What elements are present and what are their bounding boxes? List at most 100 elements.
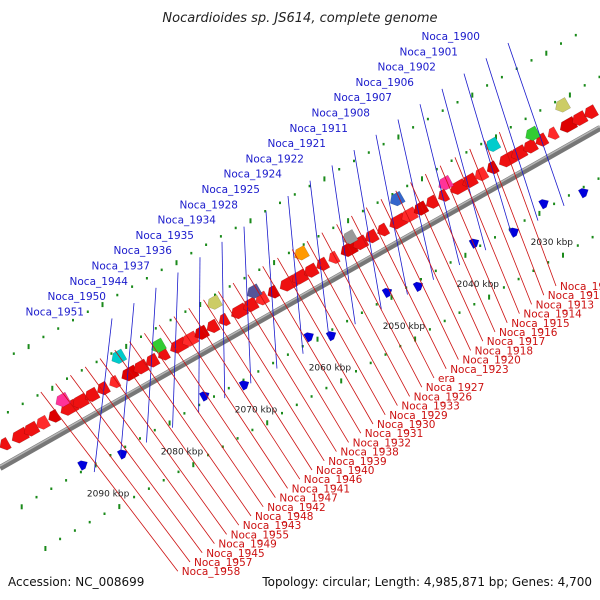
gene-label-bottom: Noca_1914 xyxy=(523,309,582,321)
gene-label-top: Noca_1907 xyxy=(334,92,392,104)
gene-label-top: Noca_1936 xyxy=(114,245,173,257)
forward-gene-arrow xyxy=(198,391,210,402)
top-leader-line xyxy=(441,88,487,251)
kbp-tick-mark xyxy=(397,134,400,140)
kbp-tick-mark xyxy=(376,201,379,204)
accession-text: Accession: NC_008699 xyxy=(8,575,144,589)
gene-label-top: Noca_1935 xyxy=(136,230,194,242)
bottom-leader-line xyxy=(217,291,325,462)
kbp-tick-mark xyxy=(517,277,520,281)
bottom-leader-line xyxy=(395,190,471,351)
kbp-tick-mark xyxy=(124,445,127,449)
kbp-tick-mark xyxy=(576,244,579,247)
top-leader-line xyxy=(172,272,179,428)
kbp-label: 2080 kbp xyxy=(161,448,204,458)
kbp-tick-mark xyxy=(88,520,91,524)
bottom-leader-line xyxy=(144,333,264,508)
kbp-tick-mark xyxy=(205,243,208,246)
bottom-leader-line xyxy=(365,207,447,369)
kbp-tick-mark xyxy=(257,370,260,373)
kbp-tick-mark xyxy=(228,285,231,288)
kbp-tick-mark xyxy=(184,310,187,313)
kbp-tick-mark xyxy=(160,268,163,272)
gene-label-bottom: Noca_1917 xyxy=(487,336,545,348)
kbp-tick-mark xyxy=(243,276,246,280)
forward-gene-arrow xyxy=(412,281,424,293)
feature-block xyxy=(246,283,263,299)
bottom-leader-line xyxy=(262,266,362,434)
kbp-tick-mark xyxy=(597,177,600,180)
gene-label-top: Noca_1922 xyxy=(246,153,304,165)
kbp-tick-mark xyxy=(390,294,393,300)
kbp-tick-mark xyxy=(190,251,193,255)
kbp-tick-mark xyxy=(361,209,364,213)
bottom-leader-line xyxy=(321,232,410,397)
gene-label-top: Noca_1944 xyxy=(70,276,129,288)
kbp-tick-mark xyxy=(293,193,296,196)
kbp-tick-mark xyxy=(219,235,222,238)
kbp-tick-mark xyxy=(125,343,128,349)
reverse-gene-arrow xyxy=(36,414,51,430)
kbp-tick-mark xyxy=(86,310,89,313)
kbp-tick-mark xyxy=(273,260,276,266)
forward-gene-arrow xyxy=(303,332,314,343)
top-leader-line xyxy=(198,257,201,413)
top-leader-line xyxy=(309,180,330,339)
kbp-tick-mark xyxy=(66,377,68,380)
kbp-tick-mark xyxy=(583,84,586,87)
kbp-tick-mark xyxy=(367,151,370,154)
kbp-tick-mark xyxy=(488,294,491,300)
kbp-tick-mark xyxy=(434,269,437,273)
gene-label-bottom: Noca_1949 xyxy=(218,539,276,551)
kbp-tick-mark xyxy=(266,420,269,426)
feature-block xyxy=(294,244,310,261)
gene-label-bottom: Noca_1920 xyxy=(462,355,520,367)
gene-label-bottom: Noca_1943 xyxy=(243,520,301,532)
forward-gene-arrow xyxy=(538,199,549,210)
bottom-leader-line xyxy=(188,307,301,480)
gene-label-bottom: Noca_1942 xyxy=(267,502,325,514)
gene-label-bottom: Noca_1929 xyxy=(389,410,447,422)
kbp-tick-mark xyxy=(73,529,76,532)
reverse-gene-arrow xyxy=(0,436,12,451)
kbp-tick-mark xyxy=(449,261,452,264)
kbp-tick-mark xyxy=(486,84,489,87)
reverse-gene-arrow xyxy=(133,358,151,375)
kbp-tick-mark xyxy=(44,546,47,551)
kbp-tick-mark xyxy=(384,353,387,356)
forward-gene-arrow xyxy=(238,380,250,391)
bottom-leader-line xyxy=(498,132,557,287)
gene-label-top: Noca_1921 xyxy=(268,138,326,150)
gene-label-top: Noca_1908 xyxy=(312,108,370,120)
gene-label-bottom: Noca_1941 xyxy=(292,483,350,495)
kbp-tick-mark xyxy=(316,336,319,342)
kbp-tick-mark xyxy=(443,319,446,323)
kbp-tick-mark xyxy=(347,218,350,224)
kbp-tick-mark xyxy=(154,327,157,330)
bottom-leader-line xyxy=(173,316,288,489)
kbp-tick-mark xyxy=(79,470,82,474)
kbp-tick-mark xyxy=(118,504,121,510)
kbp-tick-mark xyxy=(27,344,30,350)
reverse-gene-arrow xyxy=(438,188,451,202)
gene-label-bottom: Noca_1947 xyxy=(279,493,337,505)
backbone-highlight xyxy=(0,125,600,467)
reverse-gene-arrow xyxy=(316,256,331,271)
kbp-tick-mark xyxy=(251,428,254,432)
kbp-tick-mark xyxy=(192,462,195,468)
gene-label-bottom: Noca_1930 xyxy=(377,419,435,431)
bottom-leader-line xyxy=(158,324,276,498)
bottom-leader-line xyxy=(425,173,496,333)
kbp-tick-mark xyxy=(153,428,156,432)
forward-gene-arrow xyxy=(116,449,128,460)
gene-label-top: Noca_1911 xyxy=(290,123,348,135)
top-leader-line xyxy=(93,318,113,473)
kbp-tick-mark xyxy=(72,318,74,322)
kbp-tick-mark xyxy=(562,252,564,258)
kbp-tick-mark xyxy=(12,352,15,355)
gene-label-bottom: Noca_1958 xyxy=(182,566,240,578)
bottom-leader-line xyxy=(114,349,240,526)
kbp-label: 2090 kbp xyxy=(87,489,130,499)
kbp-tick-mark xyxy=(560,42,562,45)
